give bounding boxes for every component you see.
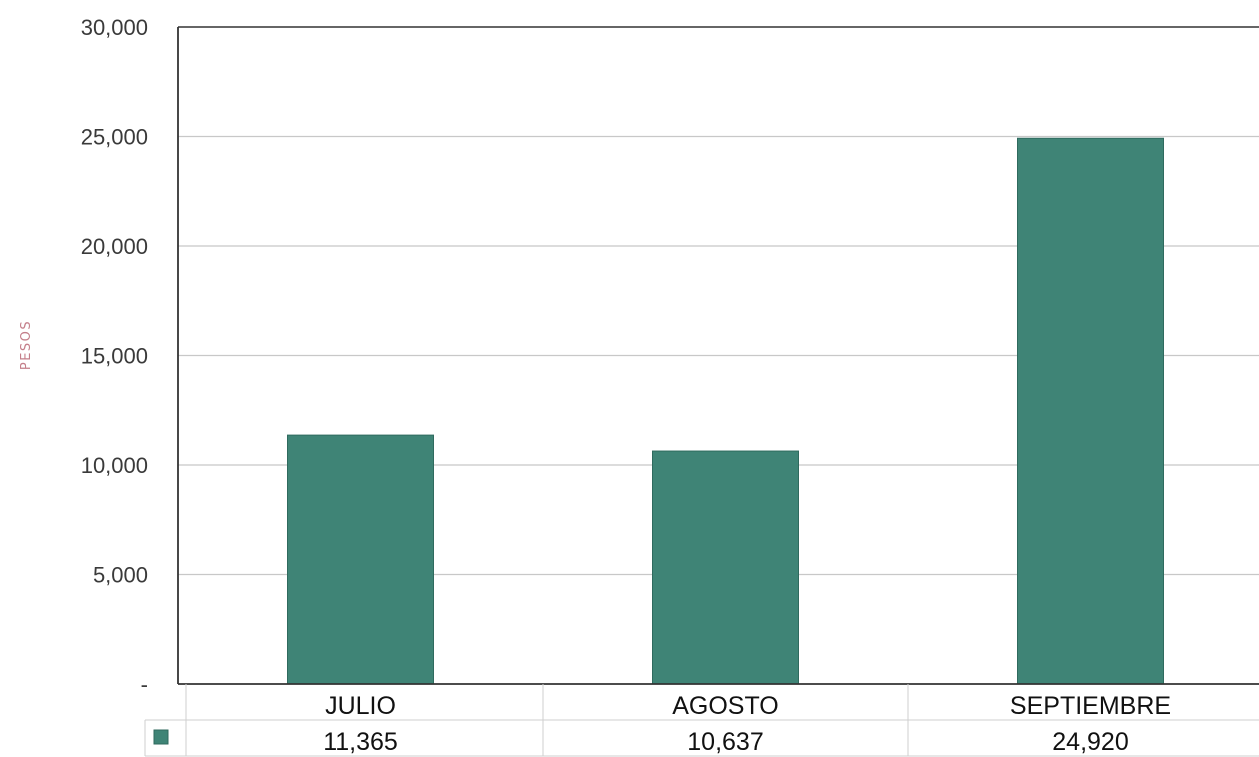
bar xyxy=(1017,137,1164,685)
y-tick-label: 10,000 xyxy=(81,453,148,478)
y-tick-label: 5,000 xyxy=(93,563,148,588)
y-tick-labels: - 5,000 10,000 15,000 20,000 25,000 30,000 xyxy=(81,15,148,697)
axes xyxy=(177,26,1259,685)
x-tick-label: AGOSTO xyxy=(672,692,779,720)
y-tick-label: 20,000 xyxy=(81,234,148,259)
y-tick-label: 25,000 xyxy=(81,125,148,150)
data-label: 24,920 xyxy=(1052,728,1128,756)
bar xyxy=(652,450,799,685)
x-tick-label: JULIO xyxy=(325,692,396,720)
y-tick-label: 30,000 xyxy=(81,15,148,40)
data-table: JULIO 11,365 AGOSTO 10,637 SEPTIEMBRE 24,920 xyxy=(144,684,1259,757)
bar xyxy=(287,434,434,685)
y-axis-label: PESOS xyxy=(19,320,34,370)
data-label: 11,365 xyxy=(323,728,398,756)
y-tick-label: - xyxy=(141,672,148,697)
data-label: 10,637 xyxy=(687,728,763,756)
y-tick-label: 15,000 xyxy=(81,344,148,369)
legend-swatch xyxy=(153,729,169,745)
x-tick-label: SEPTIEMBRE xyxy=(1010,692,1171,720)
bars xyxy=(287,137,1164,685)
